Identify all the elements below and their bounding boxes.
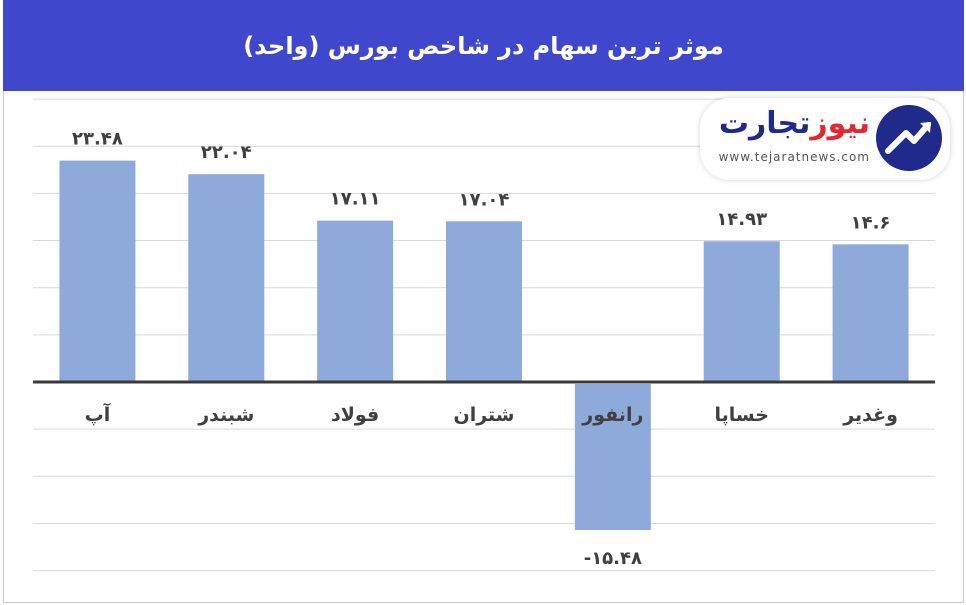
category-label: رانفور	[581, 404, 643, 426]
value-label: ۱۴.۹۳	[716, 209, 767, 230]
bar-5	[703, 241, 780, 382]
category-label: وغدیر	[842, 404, 898, 426]
chart-header: موثر ترین سهام در شاخص بورس (واحد)	[3, 0, 964, 91]
trend-arrow-icon	[876, 105, 942, 171]
bar-6	[832, 244, 909, 382]
category-label: فولاد	[331, 404, 379, 426]
logo-wordmark-part1: تجارت	[718, 106, 811, 141]
value-label: -۱۵.۴۸	[584, 548, 642, 569]
logo-wordmark-part2: نیوز	[810, 106, 870, 141]
chart-title: موثر ترین سهام در شاخص بورس (واحد)	[243, 31, 724, 60]
value-labels: ۲۳.۴۸ ۲۲.۰۴ ۱۷.۱۱ ۱۷.۰۴ -۱۵.۴۸ ۱۴.۹۳ ۱۴.۶	[72, 129, 890, 569]
bar-1	[188, 174, 265, 382]
value-label: ۲۲.۰۴	[201, 142, 252, 163]
value-label: ۱۴.۶	[851, 212, 891, 233]
tejaratnews-logo: نیوزتجارت www.tejaratnews.com	[700, 98, 950, 180]
logo-wordmark: نیوزتجارت	[719, 106, 870, 141]
logo-url: www.tejaratnews.com	[718, 150, 870, 164]
bar-3	[446, 221, 522, 382]
category-labels: آپ شبندر فولاد شتران رانفور خساپا وغدیر	[85, 402, 898, 426]
value-label: ۱۷.۰۴	[459, 189, 510, 210]
value-label: ۱۷.۱۱	[330, 189, 381, 210]
bar-0	[59, 160, 136, 382]
category-label: خساپا	[714, 404, 768, 426]
bar-4	[574, 384, 651, 530]
category-label: آپ	[85, 402, 111, 426]
value-label: ۲۳.۴۸	[72, 129, 123, 150]
bar-2	[317, 220, 394, 382]
category-label: شتران	[454, 404, 515, 426]
category-label: شبندر	[197, 404, 254, 426]
bars	[59, 160, 909, 530]
